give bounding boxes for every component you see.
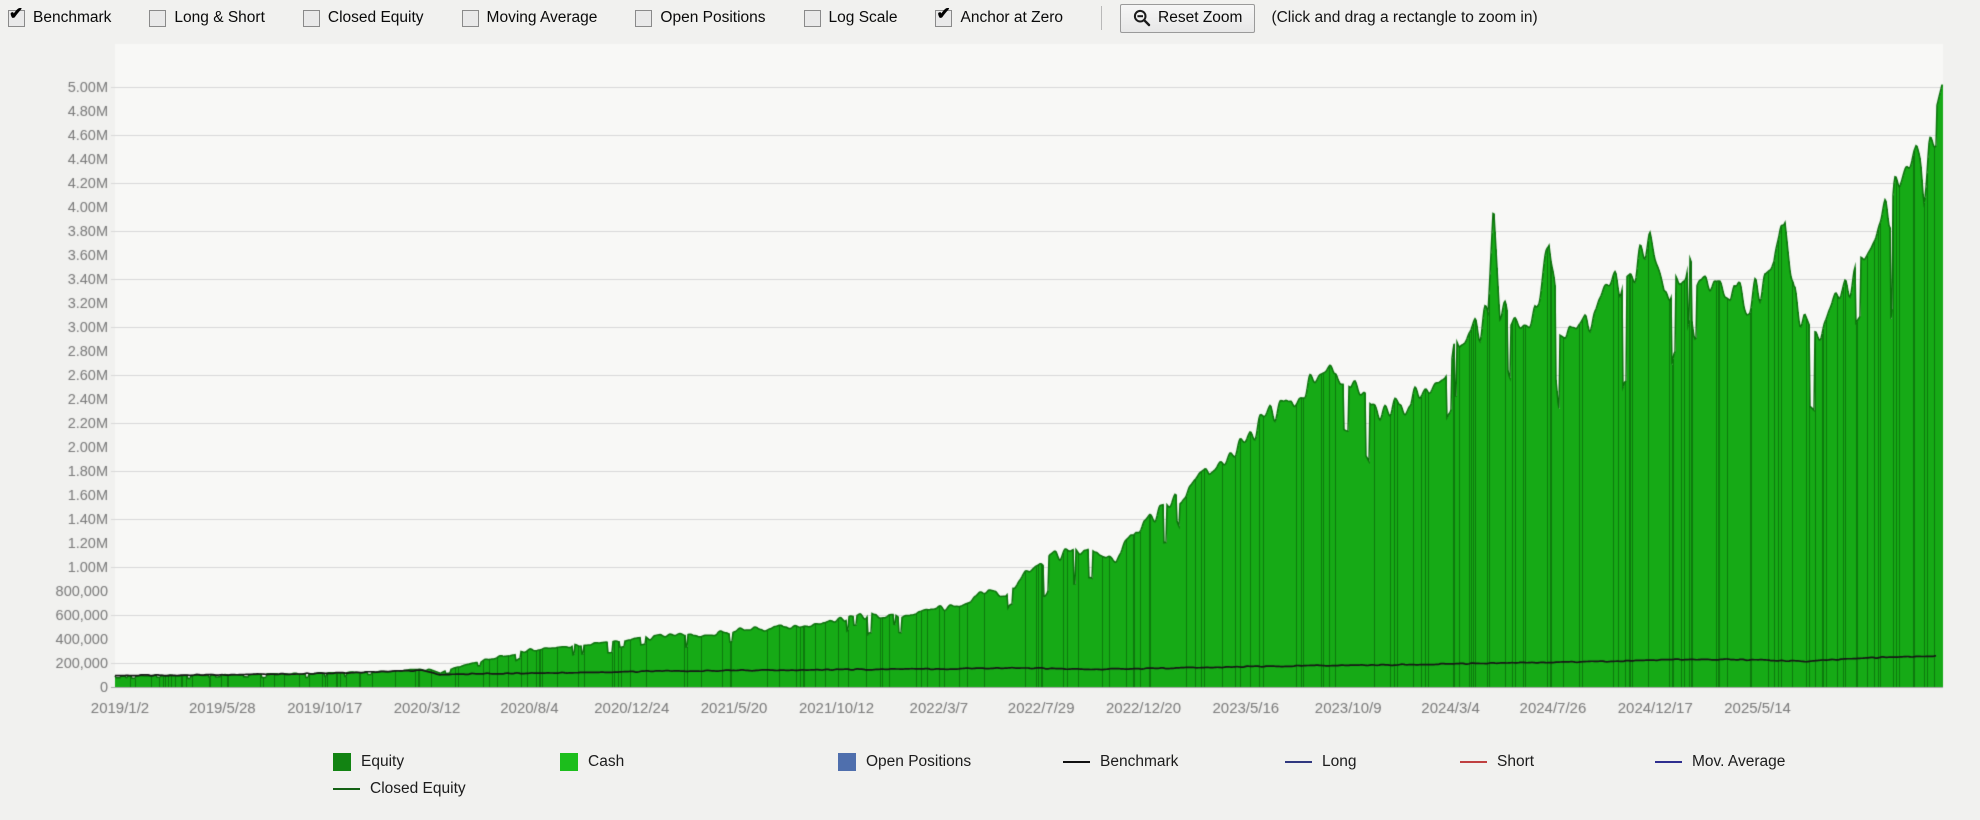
reset-zoom-button[interactable]: Reset Zoom	[1120, 3, 1256, 33]
checkbox-box[interactable]: ✔	[8, 5, 25, 27]
checkbox-label: Long & Short	[174, 9, 265, 26]
checkmark-icon: ✔	[936, 3, 951, 23]
checkbox-moving-average[interactable]: Moving Average	[461, 9, 598, 27]
checkbox-box[interactable]	[149, 9, 167, 27]
legend-swatch-closed-equity	[333, 787, 360, 790]
legend-item-benchmark: Benchmark	[1063, 753, 1285, 771]
reset-zoom-label: Reset Zoom	[1158, 9, 1243, 26]
checkbox-log-scale[interactable]: Log Scale	[803, 9, 898, 27]
legend-label: Closed Equity	[370, 779, 466, 797]
legend-swatch-open-positions	[838, 752, 856, 771]
legend-item-equity: Equity	[333, 752, 560, 771]
legend-swatch-equity	[333, 752, 351, 771]
legend-label: Benchmark	[1100, 752, 1179, 770]
checkbox-label: Closed Equity	[327, 9, 424, 26]
legend-label: Equity	[361, 752, 405, 770]
legend-item-short: Short	[1460, 753, 1655, 771]
checkbox-label: Anchor at Zero	[960, 9, 1064, 26]
legend-swatch-long	[1285, 760, 1312, 763]
legend-label: Mov. Average	[1692, 752, 1786, 770]
checkmark-icon: ✔	[9, 3, 24, 23]
legend-swatch-cash	[560, 752, 578, 771]
checkbox-label: Log Scale	[828, 9, 898, 26]
legend-item-closed-equity: Closed Equity	[333, 780, 466, 798]
checkbox-label: Open Positions	[660, 9, 766, 26]
legend-swatch-short	[1460, 760, 1487, 763]
checkbox-box[interactable]	[635, 9, 653, 27]
checkbox-label: Benchmark	[33, 9, 112, 26]
legend-swatch-mov-average	[1655, 760, 1682, 763]
legend-item-mov-average: Mov. Average	[1655, 753, 1785, 771]
legend-item-open-positions: Open Positions	[838, 752, 1063, 771]
checkbox-box[interactable]: ✔	[935, 5, 953, 27]
checkbox-closed-equity[interactable]: Closed Equity	[302, 9, 424, 27]
checkbox-anchor-at-zero[interactable]: ✔ Anchor at Zero	[935, 5, 1064, 27]
chart-toolbar: ✔ Benchmark Long & Short Closed Equity Movin…	[0, 0, 1980, 36]
legend-item-long: Long	[1285, 753, 1460, 771]
checkbox-open-positions[interactable]: Open Positions	[635, 9, 766, 27]
checkbox-box[interactable]	[461, 9, 479, 27]
equity-chart-canvas[interactable]	[0, 36, 1980, 736]
toolbar-divider	[1101, 6, 1103, 30]
legend-label: Open Positions	[866, 752, 972, 770]
checkbox-label: Moving Average	[486, 9, 598, 26]
zoom-hint-text: (Click and drag a rectangle to zoom in)	[1271, 9, 1538, 26]
legend-label: Short	[1497, 752, 1535, 770]
magnifier-minus-icon	[1133, 9, 1151, 27]
chart-legend: Equity Cash Open Positions Benchmark Long Sho…	[0, 748, 1980, 802]
checkbox-benchmark[interactable]: ✔ Benchmark	[8, 5, 112, 27]
legend-item-cash: Cash	[560, 752, 838, 771]
checkbox-long-short[interactable]: Long & Short	[149, 9, 265, 27]
legend-swatch-benchmark	[1063, 760, 1090, 763]
legend-label: Cash	[588, 752, 625, 770]
checkbox-box[interactable]	[302, 9, 320, 27]
legend-label: Long	[1322, 752, 1357, 770]
checkbox-box[interactable]	[803, 9, 821, 27]
